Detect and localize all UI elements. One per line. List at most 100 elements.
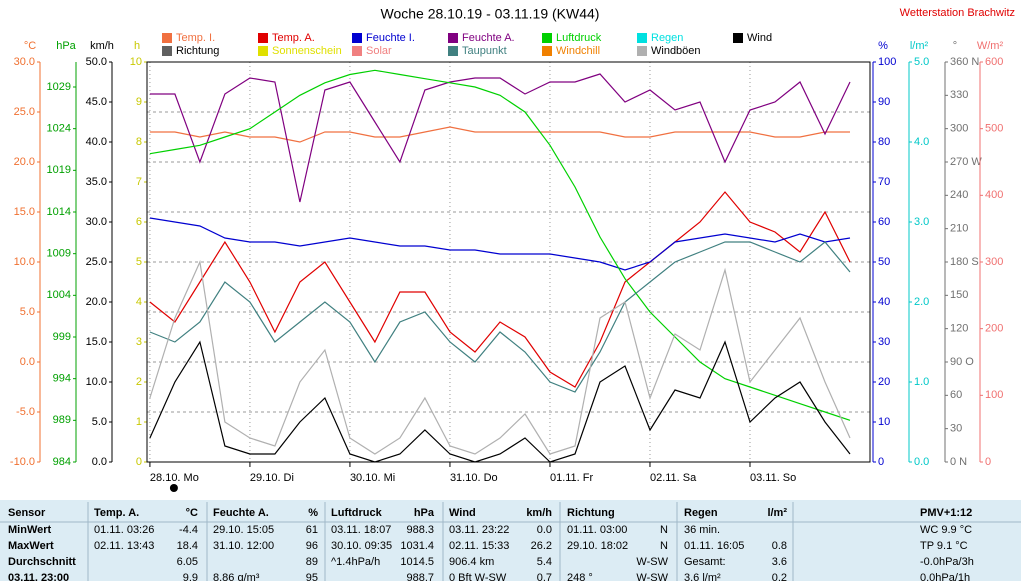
y-tick-label: 989 — [53, 414, 71, 426]
legend-label: Feuchte I. — [366, 32, 415, 44]
table-cell: N — [660, 524, 668, 536]
table-cell: 8.86 g/m³ — [213, 572, 260, 581]
y-tick-label: 60 — [950, 389, 962, 401]
legend-swatch — [733, 33, 743, 43]
y-tick-label: 5.0 — [92, 416, 107, 428]
y-tick-label: 10 — [130, 56, 142, 68]
table-cell: 1031.4 — [400, 540, 434, 552]
y-tick-label: 45.0 — [86, 96, 107, 108]
y-tick-label: 9 — [136, 96, 142, 108]
x-tick-label: 30.10. Mi — [350, 472, 395, 484]
y-tick-label: 500 — [985, 123, 1003, 135]
y-tick-label: 300 — [985, 256, 1003, 268]
y-tick-label: 30 — [878, 336, 890, 348]
table-cell: 1014.5 — [400, 556, 434, 568]
legend-label: Solar — [366, 45, 392, 57]
legend-swatch — [542, 46, 552, 56]
y-tick-label: 50.0 — [86, 56, 107, 68]
table-cell: 6.05 — [177, 556, 198, 568]
axis-label: ° — [953, 40, 957, 52]
table-cell: 02.11. 13:43 — [94, 540, 154, 552]
y-tick-label: 0.0 — [92, 456, 107, 468]
series-line — [149, 340, 851, 463]
y-tick-label: 2.0 — [914, 296, 929, 308]
y-tick-label: 1024 — [47, 123, 71, 135]
table-cell: 906.4 km — [449, 556, 494, 568]
table-cell: Sensor — [8, 507, 46, 519]
table-cell: 01.11. 03:00 — [567, 524, 627, 536]
table-cell: 29.10. 18:02 — [567, 540, 628, 552]
table-cell: MinWert — [8, 524, 52, 536]
table-cell: -0.0hPa/3h — [920, 556, 974, 568]
table-cell: ^1.4hPa/h — [331, 556, 380, 568]
y-tick-label: 3 — [136, 336, 142, 348]
y-tick-label: -10.0 — [10, 456, 35, 468]
table-cell: 01.11. 16:05 — [684, 540, 744, 552]
table-cell: W-SW — [636, 572, 668, 581]
y-tick-label: 994 — [53, 373, 71, 385]
y-tick-label: 150 — [950, 289, 968, 301]
y-tick-label: 50 — [878, 256, 890, 268]
table-cell: Luftdruck — [331, 507, 383, 519]
table-cell: l/m² — [767, 507, 787, 519]
table-cell: Wind — [449, 507, 476, 519]
table-cell: 3.6 — [772, 556, 787, 568]
table-cell: Durchschnitt — [8, 556, 76, 568]
y-tick-label: 360 N — [950, 56, 979, 68]
legend-label: Windböen — [651, 45, 701, 57]
table-cell: 02.11. 15:33 — [449, 540, 509, 552]
y-tick-label: 1009 — [47, 248, 71, 260]
y-tick-label: 10.0 — [14, 256, 35, 268]
y-tick-label: 120 — [950, 323, 968, 335]
table-cell: 988.3 — [406, 524, 434, 536]
axis-label: km/h — [90, 40, 114, 52]
y-tick-label: 10 — [878, 416, 890, 428]
day-marker — [169, 484, 178, 492]
table-cell: Richtung — [567, 507, 615, 519]
legend-swatch — [352, 33, 362, 43]
legend-label: Regen — [651, 32, 683, 44]
table-cell: 0.8 — [772, 540, 787, 552]
table-cell: 61 — [306, 524, 318, 536]
y-tick-label: 15.0 — [14, 206, 35, 218]
y-tick-label: 100 — [985, 389, 1003, 401]
table-cell: 9.9 — [183, 572, 198, 581]
table-cell: 89 — [306, 556, 318, 568]
y-tick-label: 30 — [950, 423, 962, 435]
y-tick-label: 4.0 — [914, 136, 929, 148]
y-tick-label: 35.0 — [86, 176, 107, 188]
axis-label: °C — [24, 40, 36, 52]
table-cell: PMV+1:12 — [920, 507, 972, 519]
table-cell: 0.2 — [772, 572, 787, 581]
y-tick-label: 20.0 — [86, 296, 107, 308]
chart-title: Woche 28.10.19 - 03.11.19 (KW44) — [381, 6, 600, 22]
y-tick-label: 200 — [985, 323, 1003, 335]
legend-label: Taupunkt — [462, 45, 507, 57]
table-cell: 248 ° — [567, 572, 593, 581]
legend-swatch — [258, 46, 268, 56]
y-tick-label: 210 — [950, 223, 968, 235]
y-tick-label: 10.0 — [86, 376, 107, 388]
series-line — [149, 126, 850, 143]
series-line — [149, 191, 851, 388]
legend-swatch — [637, 46, 647, 56]
axis-label: hPa — [56, 40, 76, 52]
legend-swatch — [448, 46, 458, 56]
legend-swatch — [258, 33, 268, 43]
y-tick-label: 7 — [136, 176, 142, 188]
legend-label: Richtung — [176, 45, 219, 57]
y-tick-label: 40.0 — [86, 136, 107, 148]
legend-swatch — [637, 33, 647, 43]
y-tick-label: 6 — [136, 216, 142, 228]
y-tick-label: 90 O — [950, 356, 974, 368]
y-tick-label: 180 S — [950, 256, 979, 268]
y-tick-label: 1029 — [47, 81, 71, 93]
series-line — [149, 73, 851, 203]
y-tick-label: 20 — [878, 376, 890, 388]
table-cell: °C — [186, 507, 198, 519]
table-cell: 0.0hPa/1h — [920, 572, 970, 581]
y-tick-label: 1014 — [47, 206, 71, 218]
y-tick-label: 330 — [950, 89, 968, 101]
y-tick-label: 30.0 — [86, 216, 107, 228]
